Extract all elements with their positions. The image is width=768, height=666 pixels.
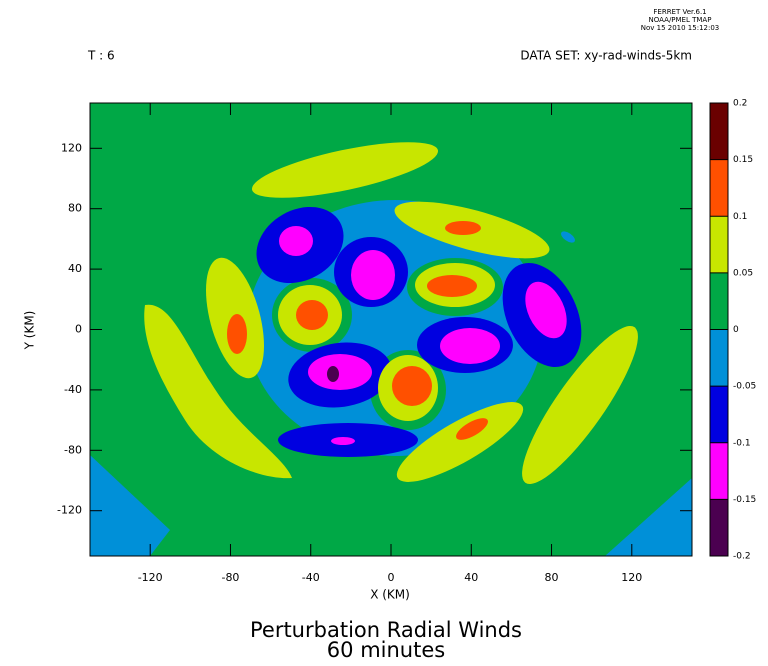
region <box>440 328 500 364</box>
y-tick-label: -120 <box>57 504 82 517</box>
region <box>296 300 328 330</box>
y-tick-label: 80 <box>68 202 82 215</box>
colorbar-band <box>710 499 728 556</box>
annotation: FERRET Ver.6.1 <box>653 8 706 16</box>
annotation: Nov 15 2010 15:12:03 <box>641 24 720 32</box>
region <box>90 455 170 556</box>
y-axis-label: Y (KM) <box>23 311 37 351</box>
colorbar-band <box>710 386 728 443</box>
region <box>227 314 247 354</box>
colorbar-label: -0.1 <box>733 438 751 448</box>
colorbar-label: 0.2 <box>733 99 747 109</box>
annotation: T : 6 <box>87 49 115 63</box>
region <box>522 325 638 485</box>
region <box>351 250 395 300</box>
x-tick-label: 120 <box>621 571 642 584</box>
colorbar-band <box>710 272 728 330</box>
y-tick-label: 120 <box>61 141 82 154</box>
region <box>331 437 355 445</box>
annotation: DATA SET: xy-rad-winds-5km <box>520 49 692 63</box>
y-tick-label: -80 <box>64 443 82 456</box>
chart-subtitle: 60 minutes <box>327 638 445 662</box>
colorbar-label: -0.2 <box>733 552 751 562</box>
region <box>144 304 292 479</box>
contour-field <box>90 103 692 556</box>
region <box>392 366 432 406</box>
x-tick-label: -40 <box>302 571 320 584</box>
colorbar-band <box>710 216 728 273</box>
x-tick-label: 0 <box>388 571 395 584</box>
region <box>561 231 575 243</box>
region <box>308 354 372 390</box>
region <box>396 402 524 482</box>
annotation: NOAA/PMEL TMAP <box>649 16 712 24</box>
x-tick-label: 80 <box>545 571 559 584</box>
region <box>445 221 481 235</box>
x-tick-label: -80 <box>221 571 239 584</box>
colorbar-label: -0.05 <box>733 382 756 392</box>
region <box>427 275 477 297</box>
y-tick-label: 40 <box>68 262 82 275</box>
region <box>251 142 439 198</box>
colorbar-band <box>710 442 728 500</box>
colorbar-label: 0.15 <box>733 155 753 165</box>
x-tick-label: -120 <box>138 571 163 584</box>
region <box>605 478 692 556</box>
x-axis-label: X (KM) <box>370 588 410 602</box>
region <box>525 281 567 339</box>
y-tick-label: -40 <box>64 383 82 396</box>
region <box>456 418 488 440</box>
colorbar-band <box>710 103 728 160</box>
colorbar-label: 0 <box>733 325 739 335</box>
colorbar-label: 0.05 <box>733 268 753 278</box>
colorbar-label: -0.15 <box>733 495 756 505</box>
x-tick-label: 40 <box>464 571 478 584</box>
colorbar-label: 0.1 <box>733 212 747 222</box>
chart-title: Perturbation Radial Winds <box>250 618 522 642</box>
region <box>327 366 339 382</box>
y-tick-label: 0 <box>75 323 82 336</box>
colorbar-band <box>710 329 728 387</box>
region <box>279 226 313 256</box>
colorbar-band <box>710 159 728 217</box>
